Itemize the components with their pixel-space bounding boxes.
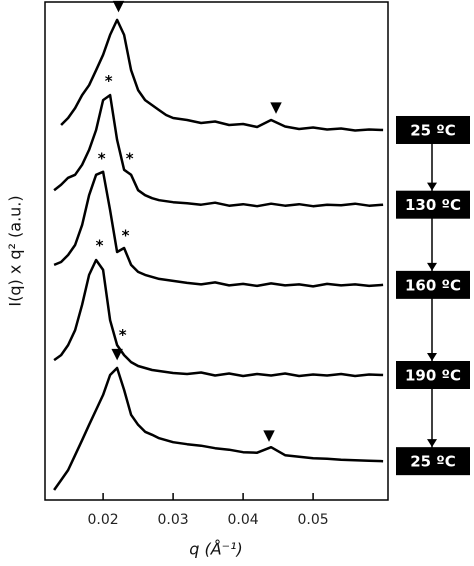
peak-marker: ▼	[111, 345, 123, 363]
peak-marker: *	[119, 326, 127, 344]
temperature-box	[396, 190, 470, 219]
x-tick-label: 0.02	[88, 512, 119, 528]
curve	[53, 170, 384, 288]
temperature-box	[396, 361, 470, 390]
curve	[53, 258, 384, 378]
curve	[53, 366, 384, 491]
temperature-label: 130 ºC	[405, 196, 461, 214]
plot-frame	[44, 1, 389, 501]
arrow-head	[427, 353, 437, 362]
curve	[53, 93, 384, 208]
peak-marker: ▼	[263, 426, 275, 444]
temperature-box	[396, 270, 470, 299]
arrow-head	[427, 182, 437, 191]
temperature-label: 160 ºC	[405, 276, 461, 294]
peak-marker: *	[122, 227, 130, 245]
curve	[60, 18, 384, 132]
peak-marker: *	[98, 149, 106, 167]
temperature-label: 190 ºC	[405, 367, 461, 385]
peak-marker: ▼	[113, 0, 125, 14]
peak-marker: *	[105, 72, 113, 90]
arrow-head	[427, 262, 437, 271]
temperature-box	[396, 115, 470, 144]
temperature-label: 25 ºC	[410, 453, 456, 471]
x-axis-label: q (Å⁻¹)	[189, 540, 243, 559]
x-tick-label: 0.03	[158, 512, 189, 528]
y-axis-label: I(q) x q² (a.u.)	[6, 195, 25, 306]
arrow-head	[427, 439, 437, 448]
temperature-box	[396, 447, 470, 476]
temperature-label: 25 ºC	[410, 121, 456, 139]
x-tick-label: 0.04	[228, 512, 259, 528]
peak-marker: ▼	[270, 98, 282, 116]
x-tick-label: 0.05	[298, 512, 329, 528]
peak-marker: *	[126, 149, 134, 167]
peak-marker: *	[96, 237, 104, 255]
